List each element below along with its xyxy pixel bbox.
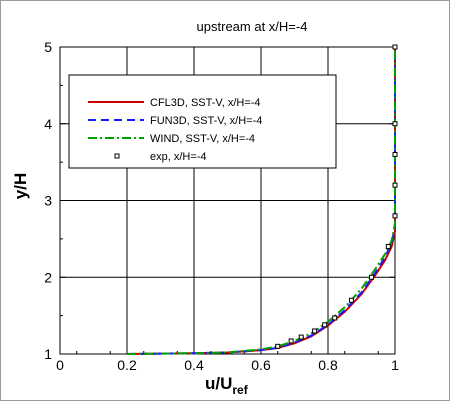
y-tick-label: 5: [44, 39, 52, 55]
data-point: [348, 297, 354, 303]
legend-label: WIND, SST-V, x/H=-4: [150, 133, 255, 145]
data-point: [312, 328, 318, 334]
x-tick-label: 1: [391, 357, 399, 373]
series-layer: [126, 44, 398, 355]
y-tick-labels: 1 2 3 4 5: [44, 39, 52, 362]
data-point: [332, 315, 338, 321]
x-axis-label-subscript: ref: [232, 383, 248, 397]
data-point: [369, 274, 375, 280]
x-tick-label: 0.6: [251, 357, 271, 373]
data-point: [322, 322, 328, 328]
legend-box: [68, 74, 337, 169]
x-axis-label-main: u/U: [205, 374, 232, 393]
chart-title: upstream at x/H=-4: [197, 19, 308, 34]
y-tick-label: 2: [44, 269, 52, 285]
legend-marker: [114, 153, 120, 159]
x-tick-label: 0.8: [318, 357, 338, 373]
legend-item: exp, x/H=-4: [114, 151, 207, 163]
legend-label: exp, x/H=-4: [150, 151, 207, 163]
legend: CFL3D, SST-V, x/H=-4 FUN3D, SST-V, x/H=-4…: [68, 74, 337, 169]
y-tick-label: 3: [44, 193, 52, 209]
data-point: [392, 44, 398, 50]
data-point: [392, 151, 398, 157]
legend-item: FUN3D, SST-V, x/H=-4: [88, 115, 262, 127]
y-axis-label: y/H: [11, 173, 30, 199]
x-tick-label: 0.4: [184, 357, 204, 373]
x-tick-label: 0.2: [117, 357, 137, 373]
data-point: [385, 244, 391, 250]
data-point: [392, 213, 398, 219]
x-axis-label: u/Uref: [205, 374, 249, 397]
y-tick-label: 1: [44, 346, 52, 362]
data-point: [288, 338, 294, 344]
x-tick-label: 0: [56, 357, 64, 373]
legend-item: WIND, SST-V, x/H=-4: [88, 133, 255, 145]
legend-label: FUN3D, SST-V, x/H=-4: [150, 115, 262, 127]
series-4: [275, 44, 398, 349]
data-point: [298, 334, 304, 340]
legend-label: CFL3D, SST-V, x/H=-4: [150, 97, 261, 109]
legend-items: CFL3D, SST-V, x/H=-4 FUN3D, SST-V, x/H=-4…: [88, 97, 262, 163]
y-tick-label: 4: [44, 116, 52, 132]
x-tick-labels: 0 0.2 0.4 0.6 0.8 1: [56, 357, 399, 373]
legend-item: CFL3D, SST-V, x/H=-4: [88, 97, 261, 109]
data-point: [392, 182, 398, 188]
data-point: [392, 121, 398, 127]
data-point: [275, 343, 281, 349]
